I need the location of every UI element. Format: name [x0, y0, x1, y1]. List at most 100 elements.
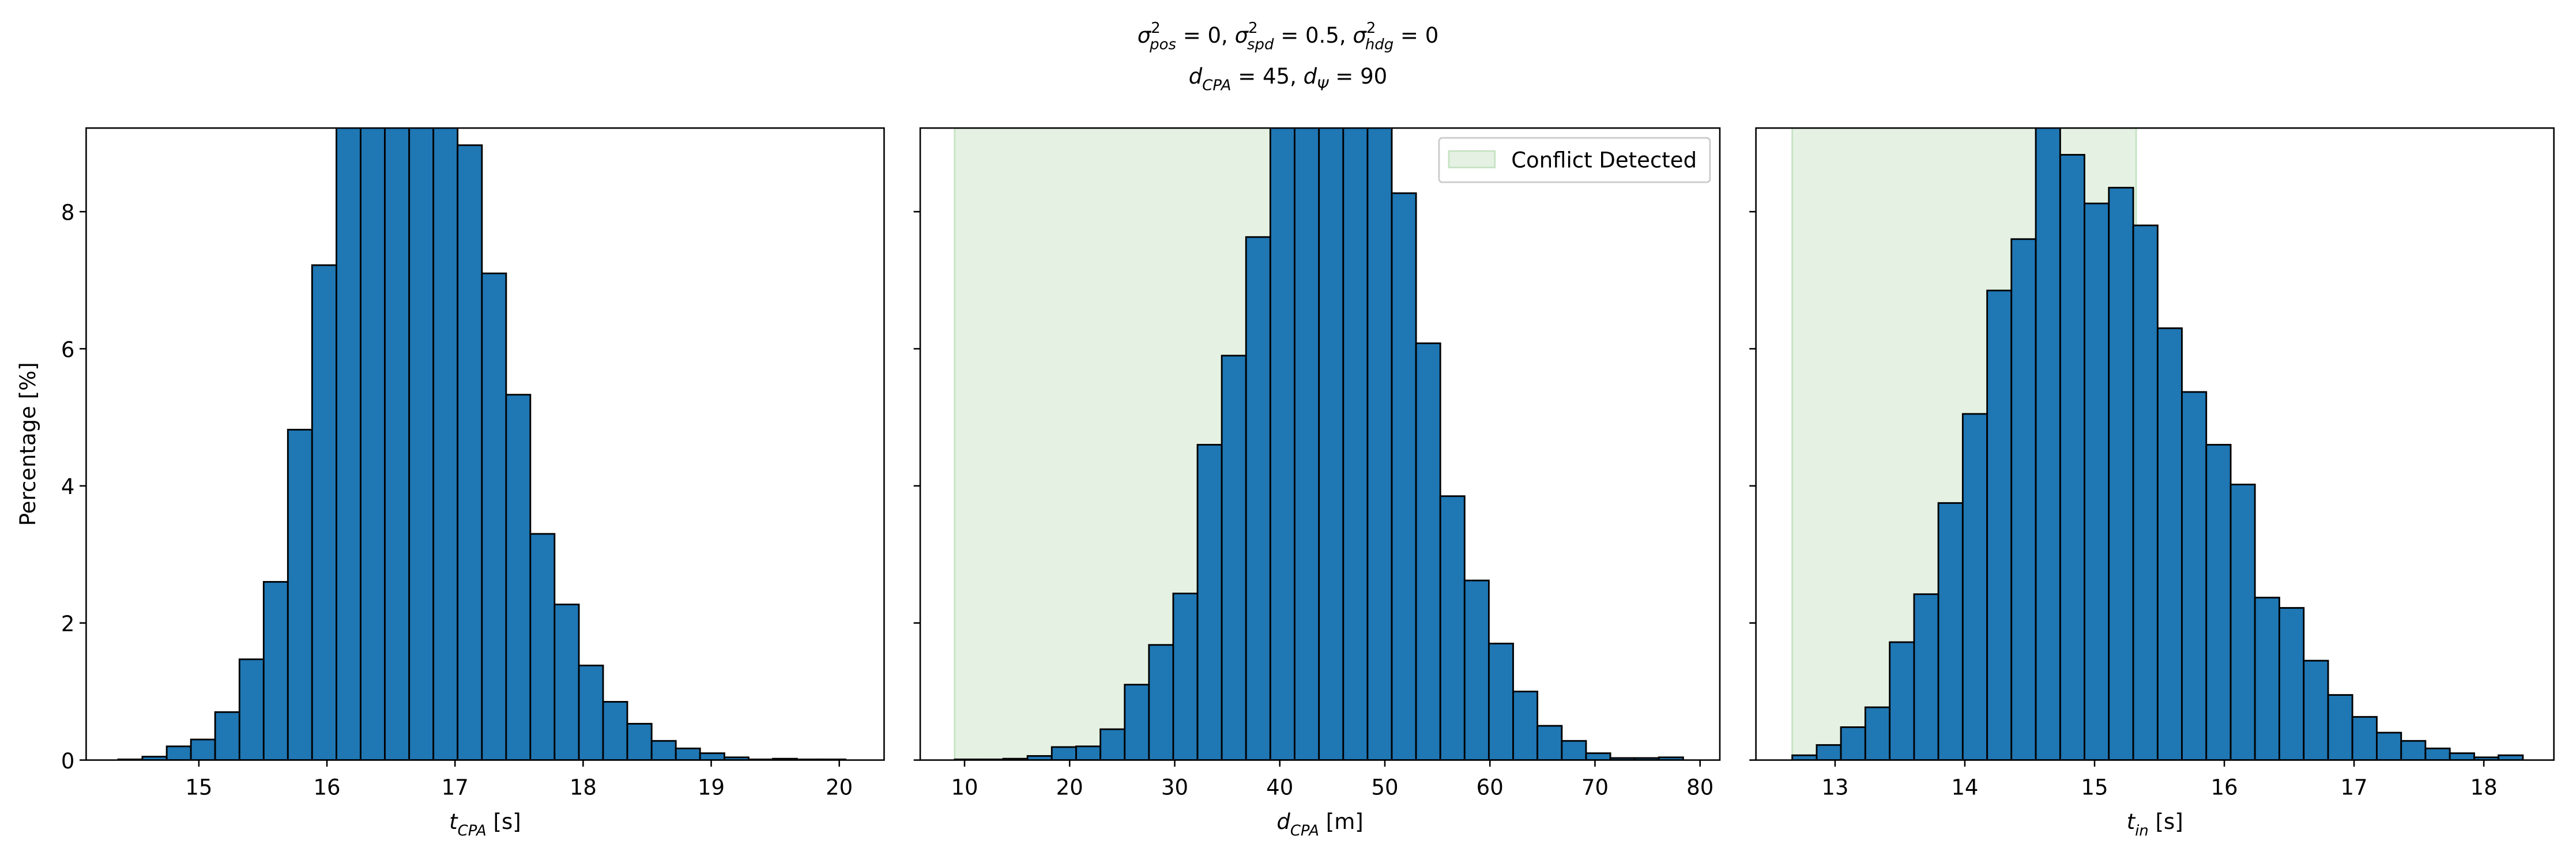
subscript: pos	[1149, 36, 1176, 53]
bar	[1342, 128, 1369, 760]
bar	[1294, 128, 1320, 760]
text: = 0	[1394, 23, 1438, 48]
x-tick-label: 18	[2470, 775, 2498, 800]
y-tick-label: 0	[61, 749, 75, 774]
plot-area	[1791, 128, 2524, 760]
y-tick-label: 8	[61, 200, 75, 225]
bar	[1864, 706, 1891, 760]
x-tick-label: 50	[1371, 775, 1398, 800]
math-symbol: t	[2127, 809, 2136, 834]
bar	[432, 128, 459, 760]
bar	[1585, 752, 1611, 760]
bar	[650, 740, 677, 760]
bar	[1816, 744, 1842, 760]
axes-frame	[85, 127, 885, 761]
bar	[1937, 502, 1964, 760]
bar	[238, 658, 265, 760]
bar	[1512, 691, 1539, 760]
bar	[1269, 128, 1295, 760]
x-axis-label: tCPA [s]	[449, 809, 521, 839]
text: [m]	[1319, 809, 1364, 834]
bar	[1463, 579, 1490, 760]
bar	[1366, 128, 1393, 760]
bar	[602, 701, 628, 760]
bar	[360, 128, 386, 760]
plot-area	[117, 128, 847, 760]
bar	[1391, 192, 1417, 760]
x-tick-label: 16	[2210, 775, 2238, 800]
bar	[336, 128, 361, 760]
bar	[1124, 684, 1150, 760]
math-symbol: σ	[1353, 23, 1367, 48]
bar	[1913, 593, 1939, 760]
bar	[311, 264, 337, 760]
bar	[578, 664, 604, 760]
bar	[553, 604, 580, 760]
axes-frame	[1755, 127, 2555, 761]
bar	[1075, 745, 1102, 760]
math-symbol: σ	[1235, 23, 1249, 48]
x-axis-label: dCPA [m]	[1276, 809, 1363, 839]
bar	[287, 428, 313, 760]
x-tick-label: 15	[2081, 775, 2108, 800]
subscript: CPA	[1290, 823, 1319, 840]
math-symbol: σ	[1138, 23, 1152, 48]
bar	[505, 394, 532, 760]
x-tick-label: 14	[1951, 775, 1978, 800]
math-symbol: d	[1189, 64, 1203, 89]
plot-area	[954, 128, 1684, 760]
text: = 90	[1329, 64, 1388, 89]
bar	[457, 144, 483, 760]
bar	[2035, 128, 2061, 760]
x-tick-label: 13	[1821, 775, 1848, 800]
text: = 45,	[1231, 64, 1303, 89]
y-tick-label: 4	[61, 474, 75, 499]
chart-title: σ2 pos = 0, σ2 spd = 0.5, σ2 hdg = 0	[1138, 20, 1439, 53]
legend	[1438, 137, 1711, 183]
x-axis-label: tin [s]	[2127, 809, 2183, 839]
x-tick-label: 20	[826, 775, 853, 800]
bar	[2400, 740, 2427, 760]
bar	[2010, 238, 2037, 760]
math-symbol: t	[449, 809, 458, 834]
x-tick-label: 70	[1581, 775, 1609, 800]
bar	[1099, 728, 1126, 760]
bar	[2181, 391, 2208, 760]
bar	[529, 533, 556, 760]
chart-title: dCPA = 45, dΨ = 90	[1189, 64, 1387, 94]
bar	[1889, 641, 1915, 760]
bar	[1148, 644, 1174, 760]
math-symbol: d	[1276, 809, 1290, 834]
bar	[2059, 154, 2085, 760]
bar	[2205, 444, 2232, 760]
x-tick-label: 16	[314, 775, 341, 800]
bar	[1196, 444, 1223, 760]
subscript: hdg	[1365, 36, 1394, 53]
bar	[2424, 747, 2451, 760]
bar	[384, 128, 410, 760]
bar	[1561, 740, 1587, 760]
bar	[2156, 327, 2183, 760]
bar	[2327, 694, 2353, 760]
bar	[1840, 726, 1866, 760]
bar	[481, 272, 507, 760]
bar	[1318, 128, 1345, 760]
bar	[1172, 593, 1199, 760]
axes-frame	[919, 127, 1721, 761]
bar	[2108, 187, 2134, 760]
bar	[699, 752, 725, 760]
text: [s]	[2149, 809, 2183, 834]
x-tick-label: 10	[951, 775, 978, 800]
bar	[1439, 495, 1466, 760]
x-tick-label: 17	[2341, 775, 2368, 800]
bar	[2449, 752, 2475, 760]
y-axis-label: Percentage [%]	[16, 362, 40, 526]
x-tick-label: 15	[185, 775, 212, 800]
bar	[2376, 732, 2402, 760]
math-symbol: d	[1304, 64, 1317, 89]
subscript: spd	[1247, 36, 1274, 53]
bar	[214, 711, 240, 760]
y-tick-label: 2	[61, 612, 75, 636]
x-tick-label: 20	[1056, 775, 1083, 800]
